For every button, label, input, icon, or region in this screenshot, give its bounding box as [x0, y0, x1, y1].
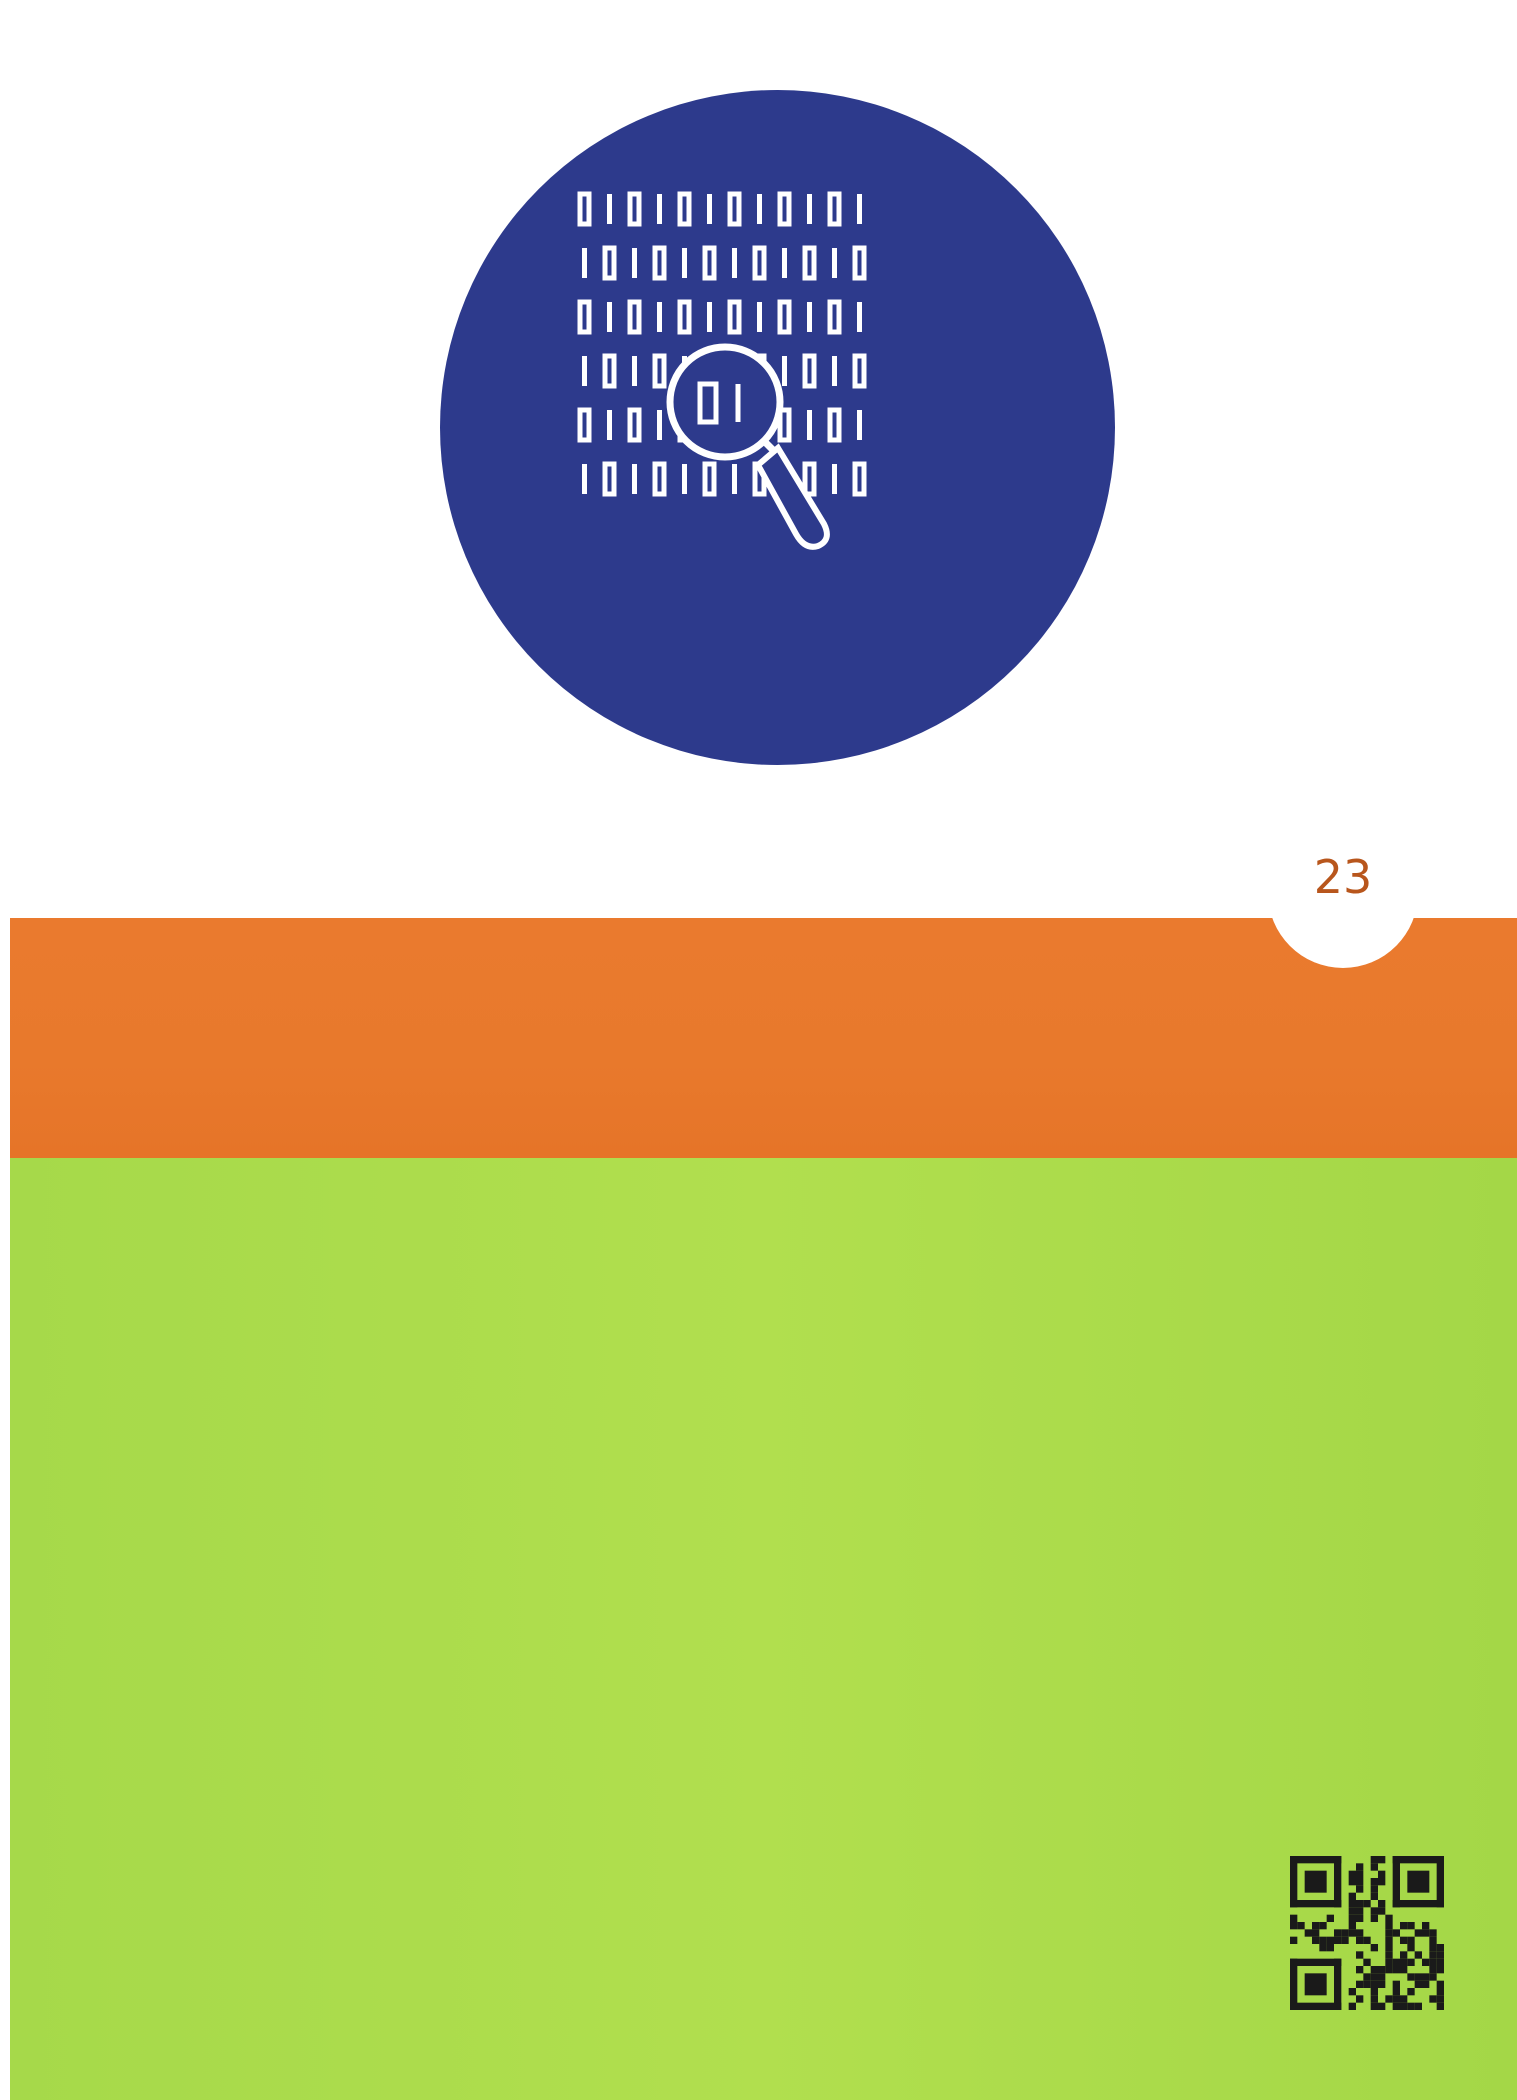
digit-zero — [652, 461, 667, 497]
digit-zero — [852, 245, 867, 281]
digit-zero — [677, 299, 692, 335]
digit-zero — [827, 191, 842, 227]
digit-zero — [627, 407, 642, 443]
digit-zero — [752, 245, 767, 281]
binary-grid — [577, 191, 867, 497]
title-band: Integrity — [10, 918, 1517, 2003]
digit-zero — [602, 353, 617, 389]
digit-zero — [627, 191, 642, 227]
digit-zero — [577, 191, 592, 227]
magnifier-icon — [666, 343, 830, 550]
icon-circle — [440, 90, 1115, 765]
digit-zero — [852, 353, 867, 389]
digit-zero — [777, 407, 792, 443]
digit-zero — [777, 299, 792, 335]
digit-zero — [677, 191, 692, 227]
digit-zero — [702, 461, 717, 497]
digit-zero — [727, 299, 742, 335]
digit-zero — [827, 299, 842, 335]
digit-zero — [727, 191, 742, 227]
digit-zero — [602, 461, 617, 497]
digit-zero — [577, 299, 592, 335]
digit-zero — [802, 353, 817, 389]
digit-zero — [602, 245, 617, 281]
qr-code — [1290, 1856, 1444, 2010]
lens-digits — [697, 381, 741, 425]
digit-zero — [697, 381, 719, 425]
binary-magnifier-icon — [577, 191, 867, 550]
magnifier-lens — [666, 343, 784, 461]
digit-zero — [802, 461, 817, 497]
digit-zero — [777, 191, 792, 227]
digit-zero — [702, 245, 717, 281]
card-number-badge: 23 — [1268, 818, 1418, 968]
digit-zero — [652, 245, 667, 281]
digit-zero — [852, 461, 867, 497]
description-panel: Integrity is ensuring that information i… — [10, 1158, 1517, 2100]
card-number: 23 — [1313, 850, 1373, 904]
digit-zero — [627, 299, 642, 335]
digit-zero — [827, 407, 842, 443]
digit-zero — [652, 353, 667, 389]
magnifier-handle — [754, 443, 830, 550]
digit-zero — [577, 407, 592, 443]
digit-zero — [802, 245, 817, 281]
